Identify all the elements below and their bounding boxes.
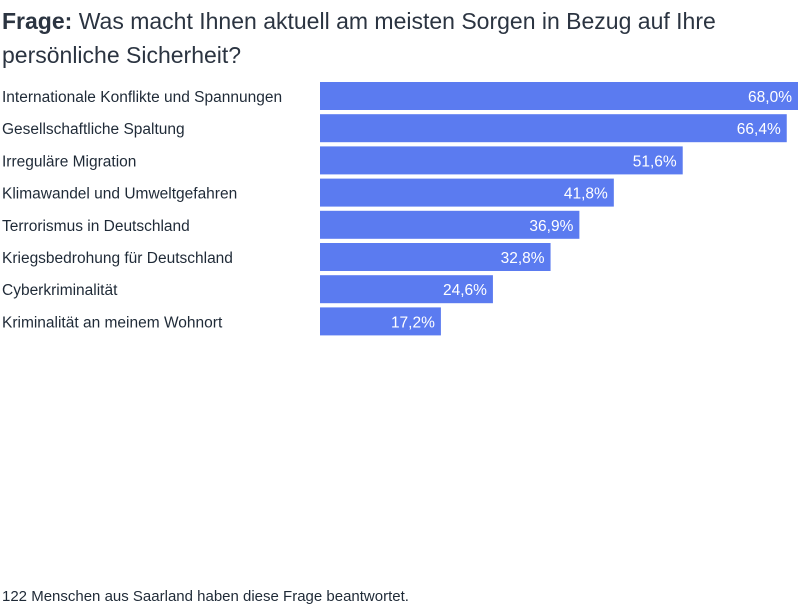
value-label: 66,4%: [737, 121, 781, 138]
category-label: Terrorismus in Deutschland: [2, 218, 190, 235]
category-label: Cyberkriminalität: [2, 282, 118, 299]
value-label: 68,0%: [748, 89, 792, 106]
category-label: Irreguläre Migration: [2, 153, 136, 170]
value-label: 41,8%: [564, 186, 608, 203]
category-label: Kriminalität an meinem Wohnort: [2, 314, 223, 331]
bar: [320, 82, 798, 110]
bar-chart: Internationale Konflikte und Spannungen 6…: [2, 82, 798, 336]
bar: [320, 275, 493, 304]
bar: [320, 307, 441, 336]
category-label: Klimawandel und Umweltgefahren: [2, 186, 237, 203]
category-label: Kriegsbedrohung für Deutschland: [2, 250, 233, 267]
title-prefix: Frage:: [2, 8, 73, 34]
value-label: 17,2%: [391, 314, 435, 331]
bar: [320, 243, 551, 271]
title-text: Was macht Ihnen aktuell am meisten Sorge…: [2, 8, 716, 68]
chart-title: Frage: Was macht Ihnen aktuell am meiste…: [2, 4, 792, 72]
value-label: 36,9%: [529, 218, 573, 235]
category-label: Internationale Konflikte und Spannungen: [2, 89, 282, 106]
value-label: 51,6%: [633, 153, 677, 170]
value-label: 32,8%: [501, 250, 545, 267]
bar: [320, 178, 614, 207]
footnote: 122 Menschen aus Saarland haben diese Fr…: [2, 588, 409, 605]
value-label: 24,6%: [443, 282, 487, 299]
bar: [320, 146, 683, 175]
bar: [320, 114, 787, 143]
category-label: Gesellschaftliche Spaltung: [2, 121, 185, 138]
bar: [320, 210, 580, 239]
